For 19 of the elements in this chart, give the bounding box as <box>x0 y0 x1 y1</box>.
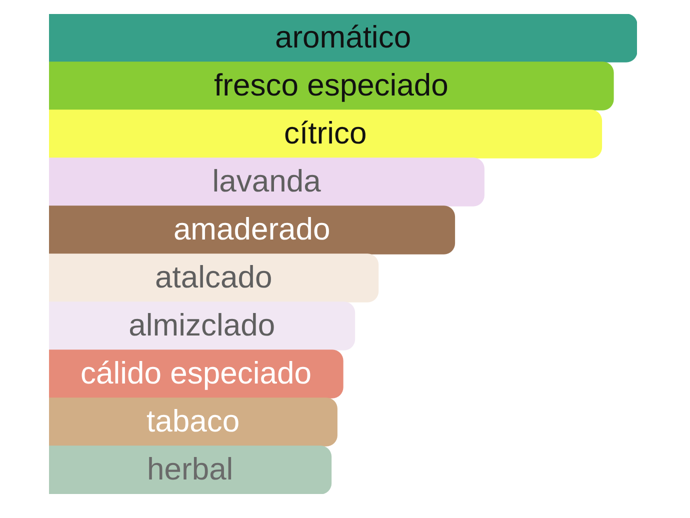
y-tick-label: amaderado <box>173 212 330 247</box>
y-tick-label: herbal <box>147 452 234 487</box>
bar <box>49 254 379 302</box>
y-tick-label: aromático <box>274 20 412 55</box>
bar <box>49 446 332 494</box>
bar <box>49 302 356 350</box>
y-tick-label: atalcado <box>155 260 272 295</box>
bar <box>49 398 338 446</box>
y-tick-label: tabaco <box>146 404 240 439</box>
bar <box>49 110 602 158</box>
y-tick-label: cítrico <box>284 116 367 151</box>
bar <box>49 14 637 62</box>
y-tick-label: cálido especiado <box>80 356 312 391</box>
bar <box>49 206 456 254</box>
y-tick-label: fresco especiado <box>214 68 448 103</box>
y-tick-label: almizclado <box>128 308 276 343</box>
bar <box>49 62 614 110</box>
y-tick-label: lavanda <box>212 164 322 199</box>
bar <box>49 158 484 206</box>
